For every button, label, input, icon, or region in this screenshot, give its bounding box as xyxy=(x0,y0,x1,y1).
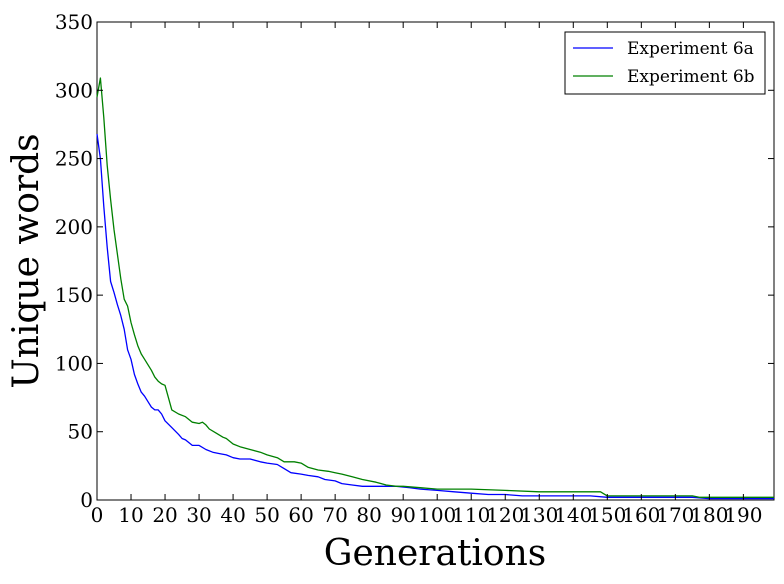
x-tick-label: 140 xyxy=(554,503,592,527)
x-tick-label: 170 xyxy=(656,503,694,527)
x-tick-label: 70 xyxy=(322,503,347,527)
x-tick-label: 90 xyxy=(390,503,415,527)
x-tick-label: 180 xyxy=(690,503,728,527)
x-tick-label: 110 xyxy=(452,503,490,527)
y-tick-label: 50 xyxy=(68,420,93,444)
legend-label: Experiment 6a xyxy=(627,39,754,59)
x-tick-label: 190 xyxy=(724,503,762,527)
x-tick-label: 150 xyxy=(588,503,626,527)
x-tick-label: 120 xyxy=(486,503,524,527)
y-tick-label: 0 xyxy=(80,488,93,512)
y-tick-label: 350 xyxy=(55,10,93,34)
legend-box xyxy=(564,31,766,95)
y-tick-label: 200 xyxy=(55,215,93,239)
legend-label: Experiment 6b xyxy=(627,67,755,87)
x-tick-label: 130 xyxy=(520,503,558,527)
x-tick-label: 50 xyxy=(254,503,279,527)
y-tick-label: 100 xyxy=(55,351,93,375)
x-tick-label: 30 xyxy=(186,503,211,527)
legend: Experiment 6a Experiment 6b xyxy=(564,31,766,95)
x-tick-label: 40 xyxy=(220,503,245,527)
tick-layer: 0 10 20 30 40 50 60 70 80 90 100110120130140150160… xyxy=(55,10,774,527)
plot-frame xyxy=(96,21,775,501)
x-tick-label: 60 xyxy=(288,503,313,527)
x-tick-label: 160 xyxy=(622,503,660,527)
y-tick-label: 250 xyxy=(55,147,93,171)
y-tick-label: 300 xyxy=(55,78,93,102)
x-tick-label: 20 xyxy=(152,503,177,527)
y-tick-label: 150 xyxy=(55,283,93,307)
y-axis-title: Unique words xyxy=(6,133,47,388)
x-tick-label: 0 xyxy=(91,503,104,527)
plot-area: 0 10 20 30 40 50 60 70 80 90 100110120130140150160… xyxy=(55,10,775,527)
series-line-experiment-6b xyxy=(96,77,774,498)
x-tick-label: 80 xyxy=(356,503,381,527)
x-axis-title: Generations xyxy=(324,533,547,574)
x-tick-label: 100 xyxy=(418,503,456,527)
x-tick-label: 10 xyxy=(118,503,143,527)
